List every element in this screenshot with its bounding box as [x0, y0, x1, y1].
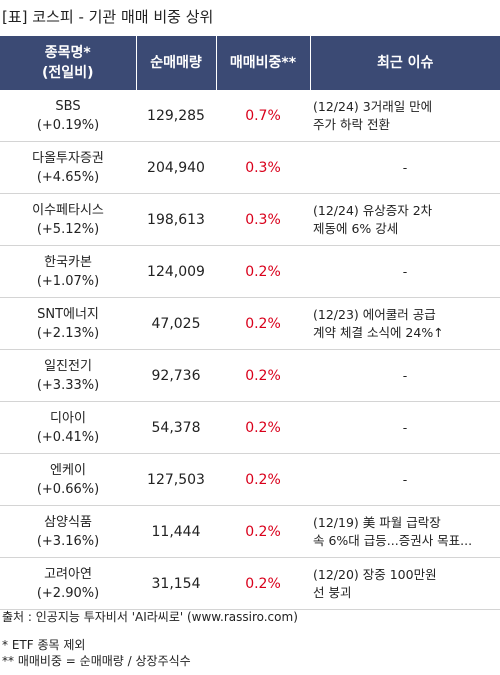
- recent-issue-cell: (12/20) 장중 100만원 선 붕괴: [310, 557, 500, 610]
- issue-line-2: 계약 체결 소식에 24%↑: [313, 324, 444, 340]
- net-volume-cell: 92,736: [136, 349, 216, 402]
- recent-issue-cell: -: [310, 401, 500, 454]
- stock-cell: 엔케이 (+0.66%): [0, 453, 136, 506]
- table-row: 디아이 (+0.41%) 54,378 0.2% -: [0, 401, 500, 454]
- stock-name: 고려아연: [44, 566, 92, 582]
- header-name-line2: (전일비): [42, 65, 94, 81]
- stock-cell: 일진전기 (+3.33%): [0, 349, 136, 402]
- stock-name: SBS: [55, 98, 81, 114]
- trade-ratio-cell: 0.7%: [216, 90, 310, 142]
- page-title: [표] 코스피 - 기관 매매 비중 상위: [2, 8, 214, 26]
- header-name-line1: 종목명*: [44, 45, 91, 61]
- issue-line-1: -: [402, 367, 408, 383]
- net-volume-cell: 124,009: [136, 245, 216, 298]
- stock-cell: 이수페타시스 (+5.12%): [0, 193, 136, 246]
- table-row: 엔케이 (+0.66%) 127,503 0.2% -: [0, 453, 500, 506]
- trade-ratio-cell: 0.3%: [216, 193, 310, 246]
- issue-line-1: -: [402, 159, 408, 175]
- table-row: 삼양식품 (+3.16%) 11,444 0.2% (12/19) 美 파월 급락장 속…: [0, 505, 500, 558]
- net-volume-cell: 127,503: [136, 453, 216, 506]
- net-volume-cell: 54,378: [136, 401, 216, 454]
- stock-name: 삼양식품: [44, 514, 92, 530]
- stock-name: 이수페타시스: [32, 202, 104, 218]
- issue-line-1: -: [402, 471, 408, 487]
- stock-change: (+0.19%): [36, 117, 100, 133]
- header-volume: 순매매량: [136, 36, 217, 90]
- table-row: 다올투자증권 (+4.65%) 204,940 0.3% -: [0, 141, 500, 194]
- trade-ratio-cell: 0.2%: [216, 557, 310, 610]
- issue-line-2: 속 6%대 급등...증권사 목표...: [313, 532, 473, 548]
- net-volume-cell: 47,025: [136, 297, 216, 350]
- recent-issue-cell: (12/19) 美 파월 급락장 속 6%대 급등...증권사 목표...: [310, 505, 500, 558]
- trade-ratio-cell: 0.3%: [216, 141, 310, 194]
- recent-issue-cell: -: [310, 453, 500, 506]
- trade-ratio-cell: 0.2%: [216, 505, 310, 558]
- stock-cell: 다올투자증권 (+4.65%): [0, 141, 136, 194]
- stock-name: 디아이: [50, 410, 86, 426]
- trade-ratio-cell: 0.2%: [216, 245, 310, 298]
- header-ratio: 매매비중**: [216, 36, 311, 90]
- stock-cell: SNT에너지 (+2.13%): [0, 297, 136, 350]
- trade-ratio-cell: 0.2%: [216, 349, 310, 402]
- issue-line-1: (12/24) 3거래일 만에: [313, 98, 433, 114]
- footnote-ratio: ** 매매비중 = 순매매량 / 상장주식수: [2, 654, 191, 668]
- net-volume-cell: 11,444: [136, 505, 216, 558]
- stock-change: (+3.16%): [36, 533, 100, 549]
- issue-line-1: (12/20) 장중 100만원: [313, 566, 437, 582]
- trade-ratio-cell: 0.2%: [216, 401, 310, 454]
- stock-name: 일진전기: [44, 358, 92, 374]
- table-row: 이수페타시스 (+5.12%) 198,613 0.3% (12/24) 유상증자 2차…: [0, 193, 500, 246]
- stock-change: (+1.07%): [36, 273, 100, 289]
- table-header-row: 종목명* (전일비) 순매매량 매매비중** 최근 이슈: [0, 36, 500, 90]
- net-volume-cell: 129,285: [136, 90, 216, 142]
- net-volume-cell: 198,613: [136, 193, 216, 246]
- source-note: 출처 : 인공지능 투자비서 'AI라씨로' (www.rassiro.com): [2, 610, 298, 624]
- trade-ratio-cell: 0.2%: [216, 297, 310, 350]
- stock-change: (+2.13%): [36, 325, 100, 341]
- stock-name: 한국카본: [44, 254, 92, 270]
- recent-issue-cell: -: [310, 141, 500, 194]
- recent-issue-cell: -: [310, 349, 500, 402]
- stock-change: (+0.66%): [36, 481, 100, 497]
- issue-line-1: (12/24) 유상증자 2차: [313, 202, 433, 218]
- issue-line-2: 선 붕괴: [313, 584, 352, 600]
- footnote-etf: * ETF 종목 제외: [2, 638, 86, 652]
- institution-trading-table: 종목명* (전일비) 순매매량 매매비중** 최근 이슈 SBS (+0.19%)…: [0, 36, 500, 610]
- stock-change: (+4.65%): [36, 169, 100, 185]
- header-name: 종목명* (전일비): [0, 36, 137, 90]
- net-volume-cell: 204,940: [136, 141, 216, 194]
- issue-line-1: (12/19) 美 파월 급락장: [313, 514, 441, 530]
- stock-cell: SBS (+0.19%): [0, 90, 136, 142]
- stock-change: (+2.90%): [36, 585, 100, 601]
- issue-line-1: -: [402, 419, 408, 435]
- table-row: 일진전기 (+3.33%) 92,736 0.2% -: [0, 349, 500, 402]
- stock-cell: 한국카본 (+1.07%): [0, 245, 136, 298]
- trade-ratio-cell: 0.2%: [216, 453, 310, 506]
- table-row: 고려아연 (+2.90%) 31,154 0.2% (12/20) 장중 100만원 선…: [0, 557, 500, 610]
- recent-issue-cell: -: [310, 245, 500, 298]
- stock-cell: 디아이 (+0.41%): [0, 401, 136, 454]
- stock-name: 엔케이: [50, 462, 86, 478]
- stock-cell: 고려아연 (+2.90%): [0, 557, 136, 610]
- stock-change: (+5.12%): [36, 221, 100, 237]
- issue-line-1: (12/23) 에어쿨러 공급: [313, 306, 436, 322]
- net-volume-cell: 31,154: [136, 557, 216, 610]
- issue-line-2: 주가 하락 전환: [313, 116, 390, 132]
- issue-line-1: -: [402, 263, 408, 279]
- table-row: 한국카본 (+1.07%) 124,009 0.2% -: [0, 245, 500, 298]
- stock-change: (+3.33%): [36, 377, 100, 393]
- stock-cell: 삼양식품 (+3.16%): [0, 505, 136, 558]
- issue-line-2: 제동에 6% 강세: [313, 220, 399, 236]
- stock-name: 다올투자증권: [32, 150, 104, 166]
- stock-change: (+0.41%): [36, 429, 100, 445]
- header-issue: 최근 이슈: [310, 36, 500, 90]
- stock-name: SNT에너지: [37, 306, 99, 322]
